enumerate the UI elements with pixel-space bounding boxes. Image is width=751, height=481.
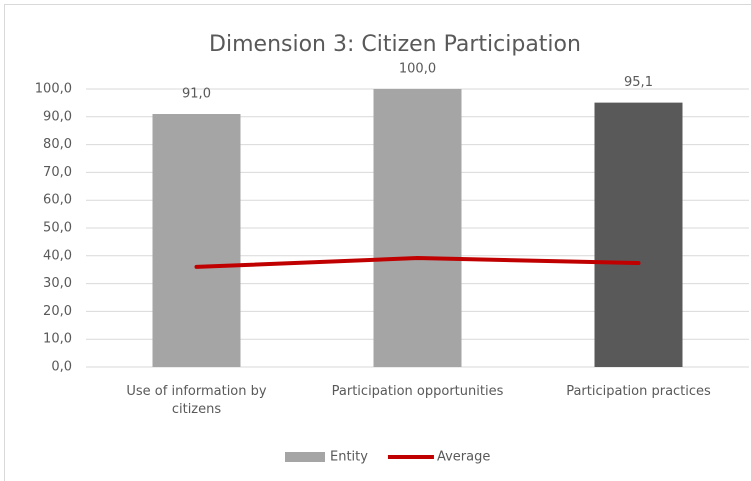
y-tick-label: 100,0 (35, 82, 72, 97)
y-tick-label: 90,0 (43, 109, 72, 124)
y-tick-label: 40,0 (43, 248, 72, 263)
y-tick-label: 20,0 (43, 304, 72, 319)
y-tick-label: 50,0 (43, 221, 72, 236)
y-tick-label: 70,0 (43, 165, 72, 180)
bar (152, 114, 241, 368)
bar (594, 102, 683, 367)
x-tick-label: Use of information by citizens (126, 384, 267, 417)
x-tick-label: Participation practices (566, 384, 711, 399)
x-tick-label: Participation opportunities (331, 384, 504, 399)
y-tick-label: 60,0 (43, 193, 72, 208)
y-tick-label: 10,0 (43, 332, 72, 347)
legend-swatch (285, 452, 325, 462)
legend-label: Average (437, 450, 490, 465)
legend-label: Entity (330, 450, 368, 465)
y-tick-label: 0,0 (51, 360, 72, 375)
line (194, 256, 641, 269)
data-label: 95,1 (624, 75, 653, 90)
y-tick-label: 80,0 (43, 137, 72, 152)
data-label: 91,0 (182, 87, 211, 102)
chart-frame (4, 4, 751, 481)
chart-title: Dimension 3: Citizen Participation (209, 32, 581, 57)
data-label: 100,0 (399, 62, 436, 77)
bar (373, 89, 462, 367)
y-tick-label: 30,0 (43, 276, 72, 291)
